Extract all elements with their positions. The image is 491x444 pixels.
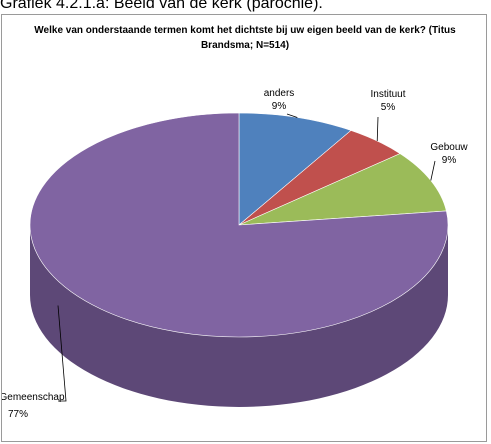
label-anders: anders 9% [264,88,298,118]
slice-percent: 9% [272,101,287,112]
pie-slice-anders [238,112,352,226]
leader-line [57,305,67,402]
leader-line [430,160,436,181]
pie-chart: anders 9% Instituut 5% Gebouw 9% Gemeenschap 77… [2,88,468,420]
slice-name: Gebouw [430,142,468,153]
slice-percent: 5% [381,102,396,113]
slice-percent: 77% [8,409,28,420]
page-caption: Grafiek 4.2.1.a: Beeld van de kerk (paro… [0,0,323,12]
label-gebouw: Gebouw 9% [430,142,468,181]
slice-percent: 9% [442,155,457,166]
leader-line [286,113,298,118]
slice-name: Gemeenschap [2,392,65,403]
slice-name: anders [264,88,295,99]
label-gemeenschap: Gemeenschap 77% [2,305,67,420]
chart-title: Welke van onderstaande termen komt het d… [34,25,456,51]
slice-name: Instituut [370,89,405,100]
chart-frame: Welke van onderstaande termen komt het d… [1,14,487,442]
pie-side-gemeenschap [30,225,448,407]
leader-line [376,116,379,142]
pie-slice-gemeenschap [29,112,449,338]
pie-slice-gebouw [238,153,447,226]
label-instituut: Instituut 5% [370,89,406,142]
